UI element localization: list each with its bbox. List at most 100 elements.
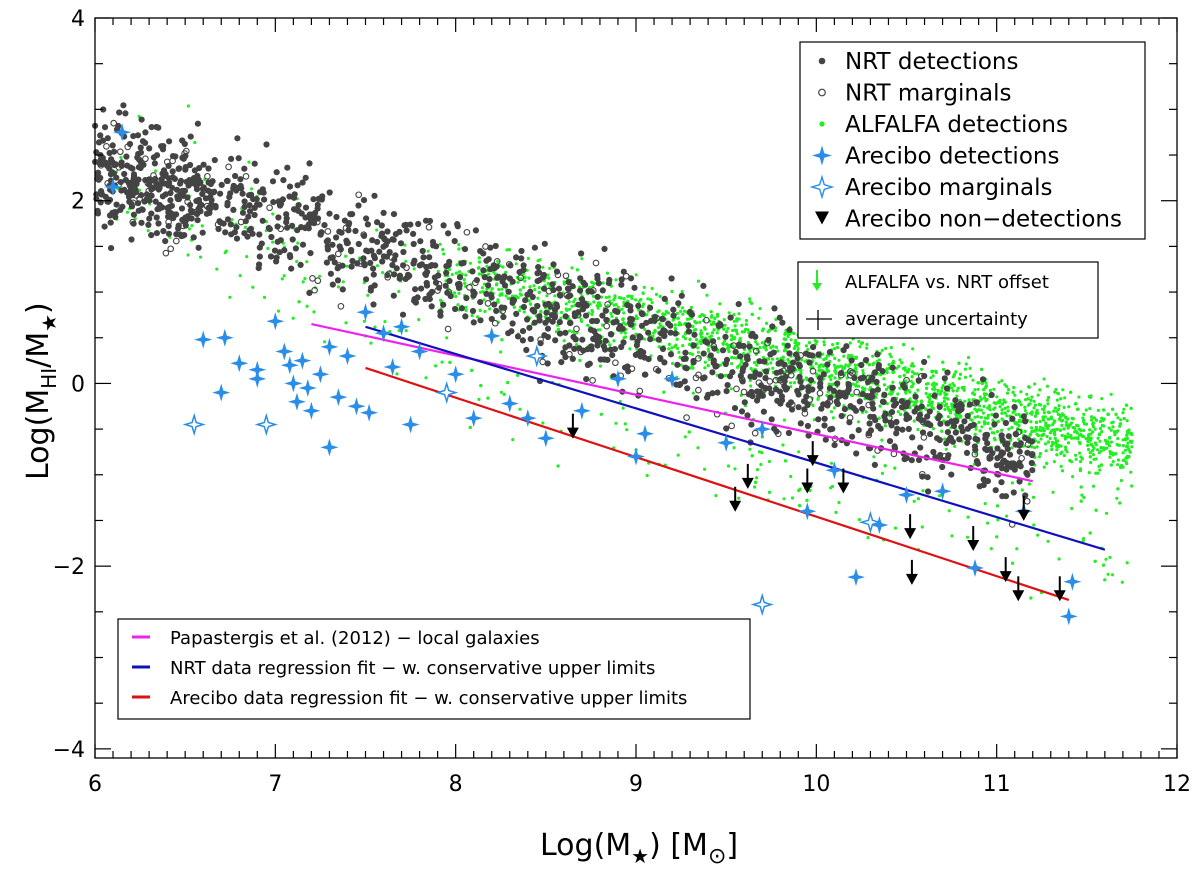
- alfalfa-point: [1046, 417, 1050, 421]
- alfalfa-point: [748, 447, 752, 451]
- alfalfa-point: [698, 332, 703, 336]
- alfalfa-point: [771, 344, 775, 348]
- nrt-detection-point: [135, 150, 142, 158]
- nrt-detection-point: [872, 417, 879, 424]
- nrt-detection-point: [620, 339, 627, 346]
- nrt-detection-point: [637, 353, 644, 360]
- alfalfa-point: [709, 310, 713, 314]
- alfalfa-point: [1102, 448, 1106, 452]
- nrt-marginal-point: [710, 343, 718, 350]
- nrt-detection-point: [875, 362, 883, 369]
- alfalfa-point: [533, 288, 537, 292]
- alfalfa-point: [689, 305, 694, 310]
- alfalfa-point: [607, 295, 611, 299]
- nrt-detection-point: [1022, 434, 1029, 441]
- alfalfa-point: [486, 396, 490, 400]
- alfalfa-point: [1033, 429, 1037, 433]
- alfalfa-point: [1044, 423, 1048, 428]
- nrt-detection-point: [952, 397, 959, 404]
- nrt-detection-point: [513, 310, 520, 317]
- nrt-detection-point: [195, 244, 202, 251]
- alfalfa-point: [1086, 443, 1090, 447]
- nrt-detection-point: [796, 373, 803, 380]
- nrt-detection-point: [442, 282, 449, 289]
- alfalfa-point: [1118, 422, 1122, 426]
- alfalfa-point: [1019, 403, 1023, 407]
- alfalfa-point: [835, 341, 840, 346]
- nrt-detection-point: [773, 369, 780, 376]
- alfalfa-point: [496, 300, 500, 304]
- nrt-detection-point: [400, 248, 407, 256]
- nrt-marginal-point: [314, 277, 322, 285]
- arecibo-detection-star: [275, 342, 294, 361]
- alfalfa-point: [280, 277, 284, 281]
- nrt-marginal-point: [116, 148, 124, 156]
- alfalfa-point: [836, 345, 840, 350]
- nrt-detection-point: [396, 228, 403, 235]
- nrt-marginal-point: [225, 163, 232, 171]
- alfalfa-point: [833, 347, 837, 351]
- alfalfa-point: [1116, 463, 1120, 467]
- nrt-detection-point: [735, 341, 743, 348]
- alfalfa-point: [986, 413, 990, 417]
- alfalfa-point: [282, 274, 286, 278]
- nrt-detection-point: [998, 432, 1005, 439]
- nrt-marginal-point: [266, 204, 273, 212]
- alfalfa-point: [713, 316, 717, 320]
- nrt-detection-point: [228, 155, 235, 162]
- alfalfa-point: [541, 265, 545, 269]
- alfalfa-point: [900, 361, 904, 365]
- nrt-detection-point: [261, 196, 268, 203]
- alfalfa-point: [464, 305, 468, 309]
- alfalfa-point: [1109, 440, 1113, 444]
- arecibo-nondetection-arrow: [837, 482, 850, 494]
- nrt-detection-point: [145, 221, 152, 228]
- alfalfa-point: [1000, 402, 1005, 406]
- nrt-detection-point: [435, 284, 443, 291]
- alfalfa-point: [266, 246, 270, 251]
- y-title-sub1: HI: [37, 368, 61, 389]
- arecibo-nondetection-arrow: [806, 455, 819, 467]
- alfalfa-point: [634, 298, 638, 302]
- nrt-detection-point: [302, 204, 310, 211]
- nrt-detection-point: [756, 358, 763, 365]
- nrt-detection-point: [744, 412, 751, 419]
- alfalfa-point: [1121, 465, 1125, 469]
- nrt-detection-point: [544, 325, 552, 332]
- nrt-detection-point: [130, 211, 137, 218]
- alfalfa-point: [1110, 573, 1115, 577]
- nrt-detection-point: [645, 329, 652, 336]
- nrt-detection-point: [749, 393, 756, 400]
- alfalfa-point: [1120, 580, 1124, 584]
- nrt-detection-point: [618, 276, 625, 283]
- alfalfa-point: [960, 386, 964, 390]
- alfalfa-point: [943, 380, 947, 384]
- alfalfa-point: [522, 310, 526, 314]
- nrt-detection-point: [454, 221, 461, 228]
- nrt-detection-point: [956, 436, 963, 443]
- alfalfa-point: [681, 344, 685, 348]
- alfalfa-point: [732, 313, 736, 317]
- alfalfa-point: [501, 265, 505, 269]
- nrt-detection-point: [491, 301, 498, 308]
- nrt-detection-point: [120, 102, 127, 109]
- alfalfa-point: [884, 387, 889, 392]
- alfalfa-point: [1076, 407, 1080, 411]
- alfalfa-point: [1064, 448, 1068, 452]
- nrt-detection-point: [508, 328, 515, 335]
- nrt-detection-point: [307, 250, 314, 257]
- alfalfa-point: [973, 415, 977, 419]
- alfalfa-point: [732, 446, 736, 450]
- nrt-detection-point: [952, 429, 959, 436]
- nrt-detection-point: [137, 144, 144, 151]
- nrt-marginal-point: [837, 371, 845, 379]
- x-title-sub: ★: [631, 844, 649, 868]
- legend-label: NRT detections: [845, 49, 1018, 75]
- alfalfa-point: [731, 344, 735, 349]
- arecibo-detection-star: [636, 424, 654, 443]
- alfalfa-point: [1056, 445, 1061, 449]
- nrt-detection-point: [233, 224, 240, 231]
- alfalfa-point: [733, 336, 737, 340]
- nrt-marginal-point: [865, 401, 873, 409]
- alfalfa-point: [479, 384, 483, 388]
